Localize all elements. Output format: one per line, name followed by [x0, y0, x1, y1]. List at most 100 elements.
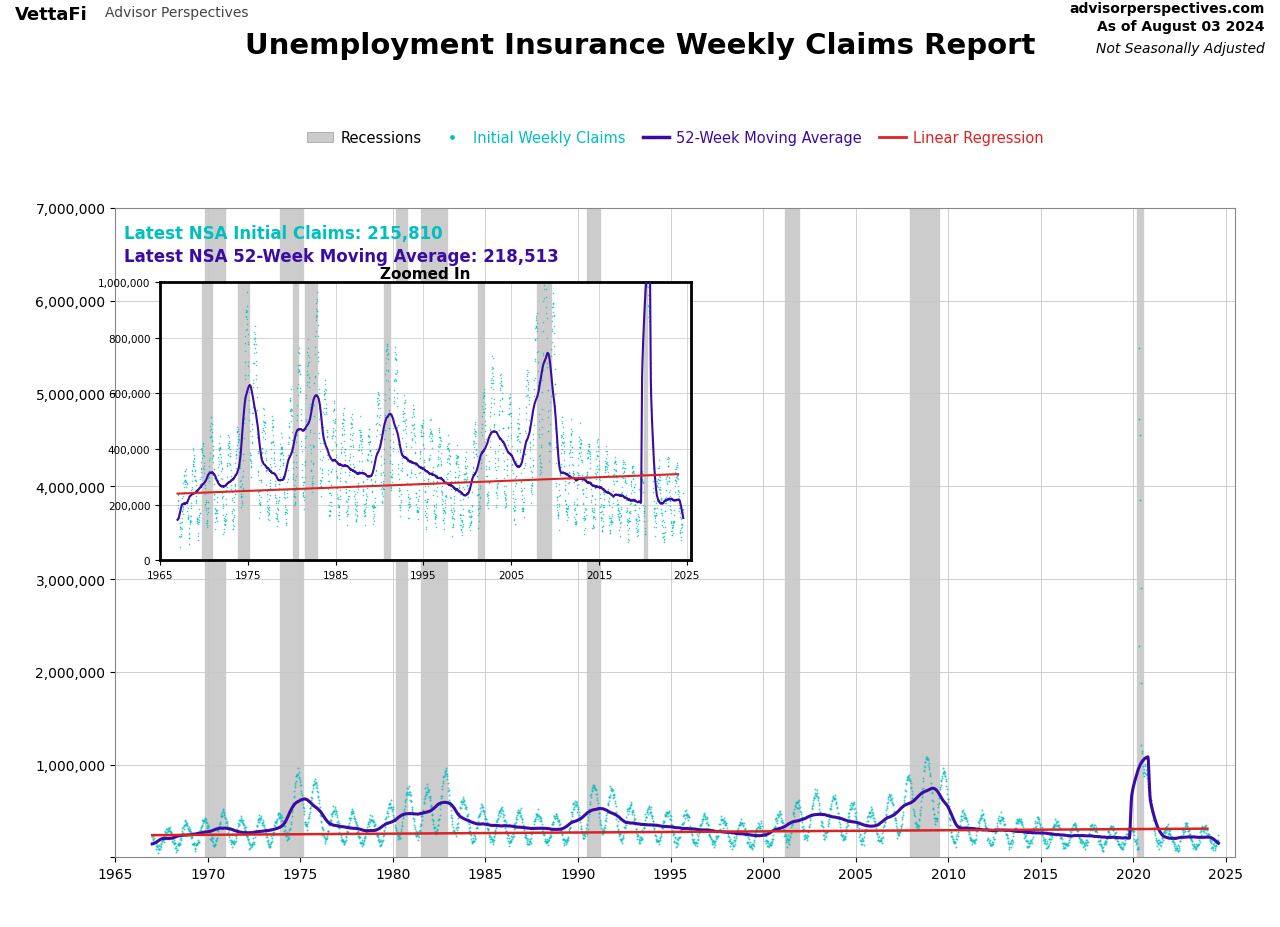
Point [182, 830, 202, 844]
Point [170, 521, 191, 536]
Point [800, 812, 820, 827]
Point [283, 455, 303, 470]
Point [602, 781, 622, 796]
Point [468, 495, 489, 510]
Point [611, 827, 631, 842]
Point [243, 356, 264, 371]
Point [218, 818, 238, 832]
Point [241, 436, 261, 451]
Point [603, 788, 623, 803]
Point [1207, 833, 1228, 848]
Point [370, 458, 390, 473]
Point [1016, 833, 1037, 848]
Point [906, 821, 927, 836]
Point [671, 530, 691, 545]
Point [609, 829, 630, 844]
Point [440, 503, 461, 518]
Point [627, 828, 648, 843]
Point [197, 502, 218, 516]
Point [1152, 832, 1172, 847]
Point [389, 484, 410, 499]
Point [887, 831, 908, 845]
Point [892, 810, 913, 825]
Point [609, 520, 630, 535]
Point [966, 828, 987, 843]
Bar [305, 283, 317, 561]
Point [177, 816, 197, 831]
Point [525, 371, 545, 386]
Point [325, 439, 346, 454]
Point [623, 480, 644, 495]
Point [202, 443, 223, 458]
Point [534, 291, 554, 306]
Point [1033, 833, 1053, 848]
Point [225, 477, 246, 492]
Point [315, 377, 335, 392]
Point [189, 825, 210, 840]
Point [573, 831, 594, 845]
Point [218, 438, 238, 453]
Point [726, 833, 746, 848]
Point [397, 483, 417, 498]
Point [500, 428, 521, 443]
Point [809, 801, 829, 816]
Point [460, 515, 480, 530]
Point [250, 495, 270, 510]
Point [594, 821, 614, 836]
Point [753, 825, 773, 840]
Point [582, 518, 603, 533]
Point [247, 444, 268, 459]
Point [471, 461, 492, 476]
Point [489, 431, 509, 446]
Point [591, 827, 612, 842]
Point [493, 804, 513, 819]
Point [291, 778, 311, 793]
Point [488, 808, 508, 823]
Point [817, 824, 837, 839]
Point [1129, 428, 1149, 443]
Point [212, 497, 233, 512]
Point [449, 480, 470, 495]
Point [375, 393, 396, 408]
Point [568, 799, 589, 814]
Point [844, 797, 864, 812]
Point [544, 325, 564, 340]
Point [792, 822, 813, 837]
Point [614, 820, 635, 835]
Point [617, 518, 637, 533]
Point [323, 424, 343, 438]
Point [686, 827, 707, 842]
Point [334, 434, 355, 449]
Point [622, 806, 643, 821]
Point [195, 487, 215, 502]
Point [486, 481, 507, 496]
Point [710, 813, 731, 828]
Point [498, 407, 518, 422]
Point [854, 822, 874, 837]
Point [252, 425, 273, 439]
Point [398, 498, 419, 513]
Point [486, 814, 507, 829]
Point [262, 420, 283, 435]
Point [517, 832, 538, 847]
Point [480, 830, 500, 844]
Point [415, 485, 435, 500]
Point [730, 816, 750, 831]
Point [900, 774, 920, 789]
Point [509, 434, 530, 449]
Point [550, 446, 571, 461]
Point [618, 524, 639, 539]
Point [467, 482, 488, 497]
Point [584, 520, 604, 535]
Point [380, 796, 401, 811]
Point [820, 800, 841, 815]
Point [758, 835, 778, 850]
Text: Unemployment Insurance Weekly Claims Report: Unemployment Insurance Weekly Claims Rep… [244, 32, 1036, 60]
Point [1016, 839, 1037, 854]
Point [420, 413, 440, 428]
Point [531, 440, 552, 455]
Point [393, 423, 413, 438]
Point [408, 829, 429, 844]
Point [746, 821, 767, 836]
Point [1070, 832, 1091, 846]
